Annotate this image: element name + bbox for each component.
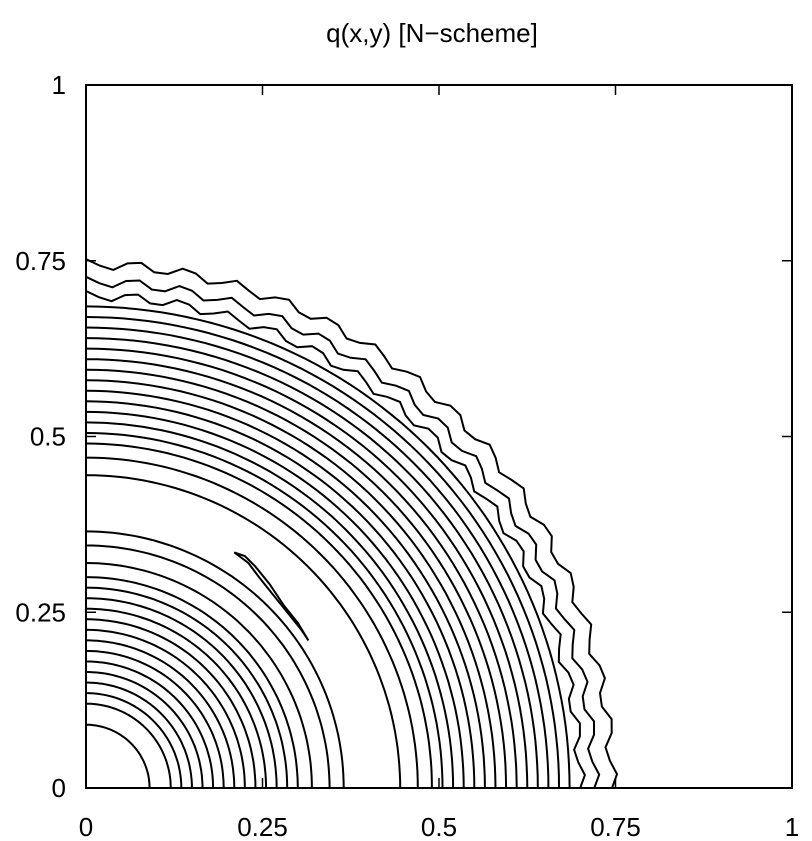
inner-contour-line	[85, 530, 345, 789]
outer-contour-line	[85, 400, 476, 789]
x-tick-label: 0.25	[237, 812, 288, 841]
outer-contour-line	[85, 432, 444, 789]
outer-contour-line	[85, 275, 601, 789]
inner-contour-line	[86, 660, 215, 789]
axis-ticks: 0 0.25 0.5 0.75 1 0 0.25 0.5 0.75 1	[15, 70, 799, 841]
outer-contour-line	[85, 421, 455, 789]
inner-contour-line	[85, 586, 289, 789]
x-tick-label: 0	[79, 812, 93, 841]
outer-contour-line	[85, 389, 486, 789]
outer-contour-line	[85, 316, 560, 789]
outer-contour-line	[85, 290, 586, 789]
outer-contour-line	[85, 442, 433, 789]
inner-contour-line	[85, 576, 299, 789]
outer-contour-line	[85, 326, 550, 789]
outer-contour-line	[85, 358, 518, 789]
inner-contour-line	[85, 597, 278, 788]
x-tick-label: 0.75	[590, 812, 641, 841]
inner-contour-line	[85, 628, 246, 788]
inner-contour-line	[85, 649, 225, 789]
outer-contour-line	[85, 410, 465, 789]
inner-contour-line	[85, 723, 151, 788]
outer-contour-line	[85, 368, 508, 789]
inner-contour-line	[86, 671, 204, 788]
outer-contour-line	[85, 379, 497, 789]
x-tick-label: 1	[785, 812, 799, 841]
island-contour-line	[233, 551, 310, 641]
y-tick-label: 0.75	[15, 246, 66, 276]
outer-contour-line	[85, 347, 529, 789]
y-tick-label: 0.5	[30, 422, 66, 452]
inner-contour-line	[85, 681, 193, 788]
inner-contour-line	[86, 639, 236, 789]
y-tick-label: 0.25	[15, 597, 66, 627]
inner-contour-line	[85, 562, 313, 789]
y-tick-label: 0	[52, 773, 66, 803]
chart-title: q(x,y) [N−scheme]	[326, 18, 538, 48]
outer-contour-line	[85, 474, 402, 789]
inner-contour-line	[86, 692, 183, 788]
plot-frame	[85, 84, 793, 789]
contour-lines	[85, 258, 619, 789]
inner-contour-line	[86, 618, 257, 788]
inner-contour-line	[86, 544, 331, 789]
inner-contour-line	[85, 607, 267, 788]
y-tick-label: 1	[52, 70, 66, 100]
outer-contour-line	[85, 258, 619, 789]
outer-contour-line	[85, 456, 419, 789]
x-tick-label: 0.5	[421, 812, 457, 841]
outer-contour-line	[85, 305, 571, 789]
inner-contour-line	[85, 702, 172, 788]
outer-contour-line	[85, 337, 539, 789]
